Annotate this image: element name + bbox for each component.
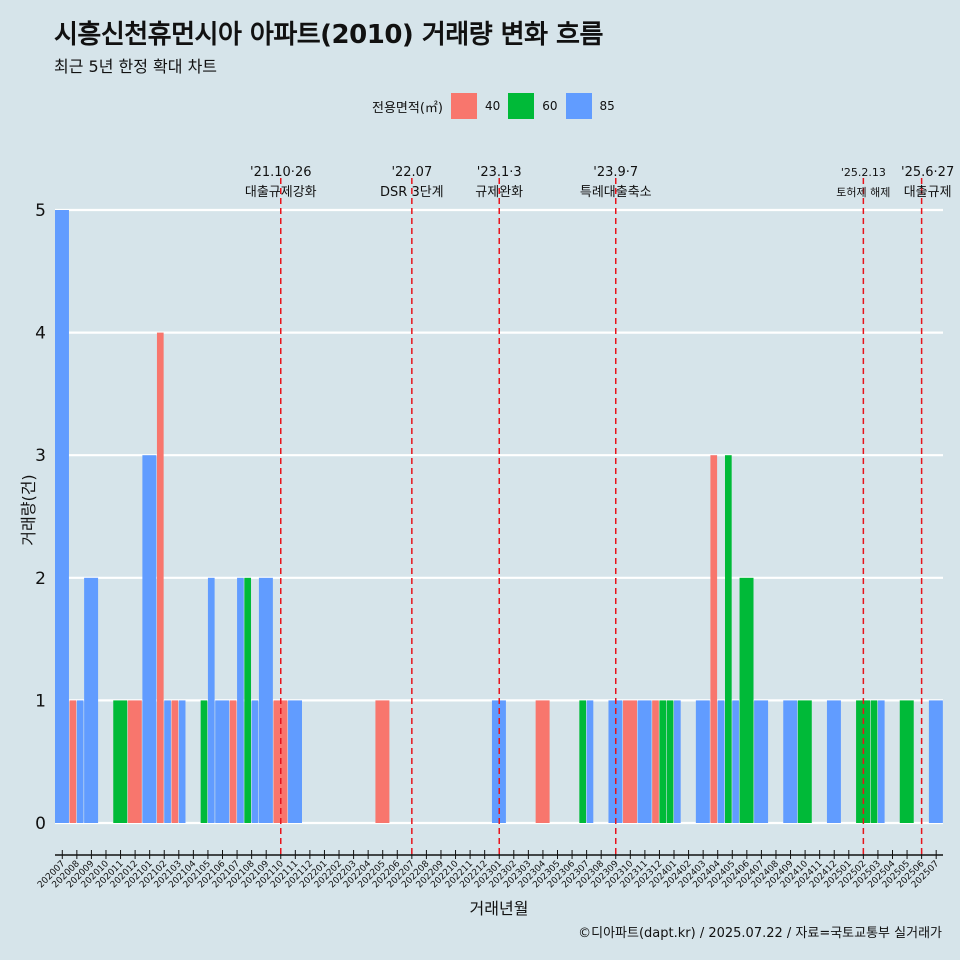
- y-tick-label-2: 2: [35, 569, 46, 589]
- chart-title: 시흥신천휴먼시아 아파트(2010) 거래량 변화 흐름: [54, 20, 603, 50]
- bar-202105-60: [200, 700, 208, 823]
- legend-swatch-60: [508, 93, 535, 119]
- bar-202111-85: [288, 700, 302, 823]
- bar-202102-40: [156, 332, 164, 823]
- event-label-3: 특례대출축소: [580, 185, 652, 200]
- bar-202410-60: [797, 700, 812, 823]
- y-tick-label-0: 0: [35, 814, 46, 834]
- bar-202312-40: [652, 700, 659, 823]
- event-label-4: 토허제 해제: [836, 185, 890, 199]
- y-tick-label-3: 3: [35, 446, 46, 466]
- bar-202310-40: [623, 700, 637, 823]
- y-tick-label-1: 1: [35, 691, 46, 711]
- legend-swatch-40: [450, 93, 477, 119]
- bar-202307-60: [579, 700, 587, 823]
- bar-202103-85: [178, 700, 186, 823]
- legend-item-40: 40: [450, 93, 501, 119]
- legend-label-85: 85: [599, 99, 615, 113]
- bar-202011-60: [113, 700, 128, 823]
- bar-202401-85: [674, 700, 681, 823]
- bar-202404-40: [710, 455, 718, 823]
- bar-202304-40: [535, 700, 550, 823]
- bar-202205-40: [375, 700, 390, 823]
- y-axis-title: 거래량(건): [19, 474, 38, 545]
- bar-202101-85: [142, 455, 157, 823]
- bar-202009-85: [84, 577, 99, 823]
- bar-202404-85: [717, 700, 725, 823]
- bar-202503-85: [877, 700, 885, 823]
- bar-202405-60: [724, 455, 732, 823]
- bar-202407-85: [754, 700, 769, 823]
- bar-202507-85: [928, 700, 943, 823]
- event-date-5: '25.6·27: [901, 165, 954, 180]
- legend-title: 전용면적(㎡): [372, 100, 443, 116]
- legend-label-60: 60: [542, 99, 558, 113]
- bar-202007-85: [55, 210, 69, 823]
- bar-202307-85: [586, 700, 594, 823]
- event-date-0: '21.10·26: [250, 165, 311, 180]
- event-date-3: '23.9·7: [593, 165, 638, 180]
- bar-202401-60: [666, 700, 674, 823]
- event-date-1: '22.07: [391, 165, 432, 180]
- bar-202107-40: [229, 700, 237, 823]
- y-tick-label-5: 5: [35, 201, 46, 221]
- bar-202102-85: [164, 700, 171, 823]
- source-caption: ©디아파트(dapt.kr) / 2025.07.22 / 자료=국토교통부 실…: [578, 926, 942, 941]
- legend: 전용면적(㎡) 40 60 85: [372, 93, 623, 119]
- event-label-2: 규제완화: [475, 185, 523, 200]
- bar-202503-60: [870, 700, 878, 823]
- bar-202405-85: [732, 700, 739, 823]
- bar-202412-85: [826, 700, 841, 823]
- event-label-0: 대출규제강화: [245, 185, 317, 200]
- bar-202311-85: [637, 700, 652, 823]
- bar-202403-85: [695, 700, 710, 823]
- bar-202008-40: [69, 700, 77, 823]
- event-label-1: DSR 3단계: [380, 185, 444, 200]
- x-axis-title: 거래년월: [470, 899, 529, 918]
- event-label-5: 대출규제: [904, 185, 952, 200]
- bar-202107-85: [237, 577, 244, 823]
- y-tick-label-4: 4: [35, 324, 46, 344]
- bar-202008-85: [76, 700, 84, 823]
- event-date-4: '25.2.13: [841, 166, 886, 179]
- legend-item-60: 60: [508, 93, 558, 119]
- bar-202108-85: [251, 700, 259, 823]
- event-date-2: '23.1·3: [477, 165, 522, 180]
- bar-202406-60: [739, 577, 754, 823]
- bar-202012-40: [127, 700, 142, 823]
- chart-subtitle: 최근 5년 한정 확대 차트: [54, 57, 218, 76]
- bar-202105-85: [207, 577, 215, 823]
- bar-202312-60: [659, 700, 667, 823]
- bar-202108-60: [244, 577, 252, 823]
- legend-label-40: 40: [484, 99, 501, 113]
- bar-202106-85: [215, 700, 230, 823]
- bar-202505-60: [899, 700, 914, 823]
- bar-202103-40: [171, 700, 179, 823]
- bar-202109-85: [258, 577, 273, 823]
- legend-swatch-85: [565, 93, 592, 119]
- legend-item-85: 85: [565, 93, 615, 119]
- bar-202409-85: [783, 700, 798, 823]
